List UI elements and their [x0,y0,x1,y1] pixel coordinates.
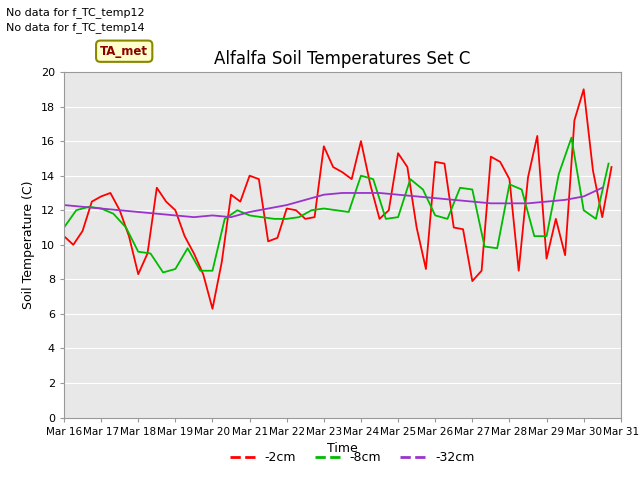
Text: TA_met: TA_met [100,45,148,58]
X-axis label: Time: Time [327,442,358,455]
Title: Alfalfa Soil Temperatures Set C: Alfalfa Soil Temperatures Set C [214,49,470,68]
Y-axis label: Soil Temperature (C): Soil Temperature (C) [22,180,35,309]
Legend: -2cm, -8cm, -32cm: -2cm, -8cm, -32cm [225,446,479,469]
Text: No data for f_TC_temp12: No data for f_TC_temp12 [6,7,145,18]
Text: No data for f_TC_temp14: No data for f_TC_temp14 [6,22,145,33]
